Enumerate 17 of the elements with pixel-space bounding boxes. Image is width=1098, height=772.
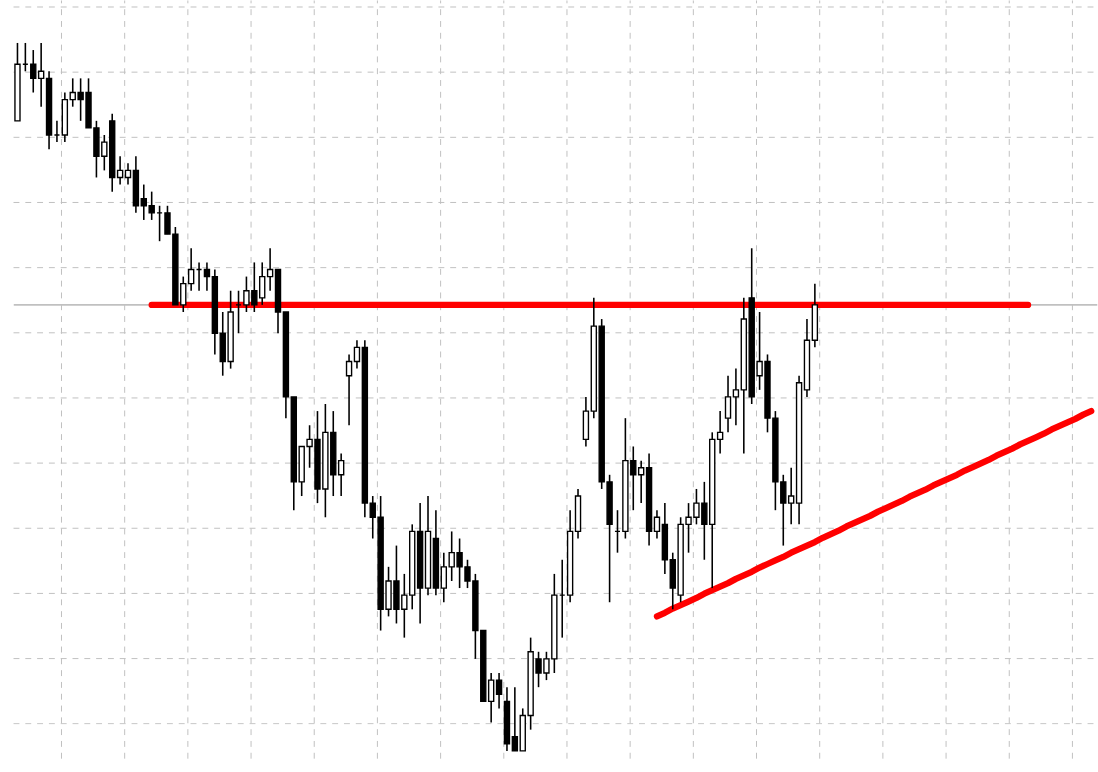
candlestick <box>148 190 155 221</box>
candlestick <box>456 537 463 589</box>
candlestick <box>30 49 37 94</box>
candlestick <box>330 410 337 497</box>
candlestick <box>251 261 258 313</box>
candlestick <box>61 91 69 143</box>
candlestick <box>77 77 84 122</box>
candlestick <box>495 672 503 710</box>
candlestick <box>345 353 353 426</box>
candlestick <box>132 155 140 214</box>
candlestick <box>243 275 250 313</box>
candlestick <box>503 686 511 752</box>
candlestick <box>259 261 266 306</box>
candlestick <box>393 544 400 625</box>
candlestick <box>511 686 519 752</box>
candlestick <box>724 374 732 434</box>
candlestick <box>693 488 700 526</box>
